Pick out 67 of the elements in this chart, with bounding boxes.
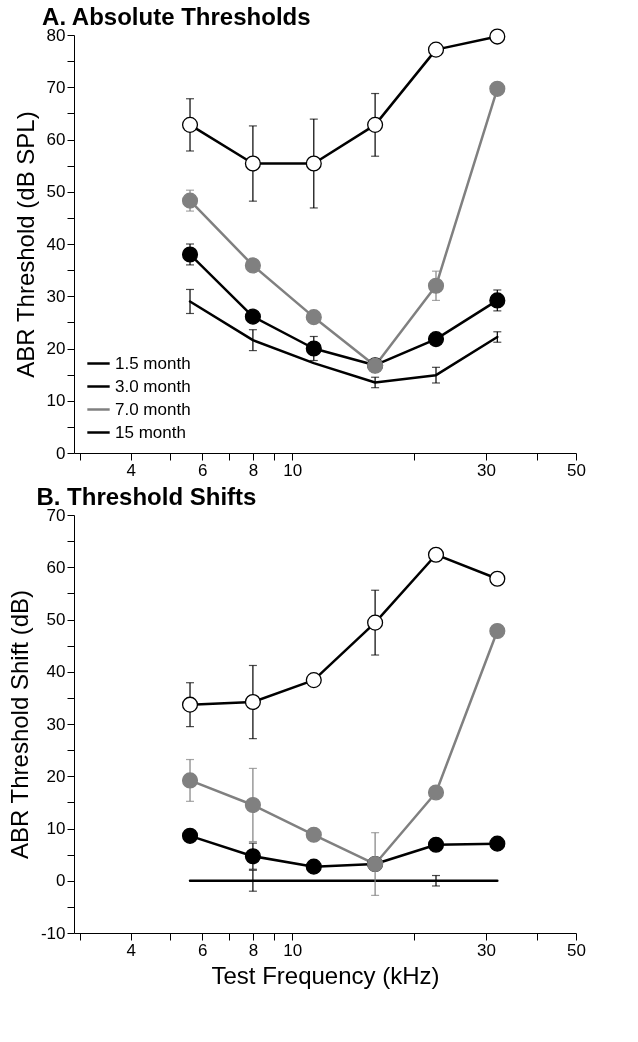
point [489,835,506,852]
y-tick-label: 20 [46,766,66,786]
point [489,80,506,97]
x-tick-label: 10 [283,460,303,480]
x-tick-label: 6 [197,940,208,960]
y-axis-title: ABR Threshold Shift (dB) [5,589,33,860]
y-tick-label: 30 [46,714,66,734]
point [181,246,199,263]
legend-label: 1.5 month [115,353,191,373]
point [181,116,199,133]
point [305,858,322,875]
point [305,309,322,326]
point [367,116,384,133]
y-tick-label: 40 [46,234,66,254]
y-tick-label: 50 [46,182,66,202]
x-tick-label: 6 [197,460,208,480]
y-tick-label: 20 [46,339,66,358]
y-tick-label: 50 [46,610,66,629]
legend-label: 15 month [115,422,186,442]
y-tick-label: 30 [46,286,66,306]
point [427,784,445,801]
point [305,340,322,357]
y-tick-label: 0 [56,871,66,891]
point [181,827,199,844]
point [244,848,261,865]
point [181,772,199,789]
y-tick-label: 10 [46,391,66,411]
y-tick-label: 60 [46,557,66,577]
legend-label: 3.0 month [115,376,191,396]
point [489,622,506,640]
point [427,331,445,348]
x-tick-label: 50 [567,460,586,480]
point [489,292,506,309]
x-tick-label: 50 [567,940,586,960]
x-tick-label: 8 [248,460,259,480]
point [427,546,445,563]
x-tick-label: 4 [126,460,136,480]
point [305,826,322,843]
point [305,155,322,172]
y-tick-label: 10 [46,819,66,838]
point [244,257,261,274]
x-tick-label: 30 [476,940,496,960]
point [244,694,261,711]
y-tick-label: -10 [40,923,66,943]
point [489,570,506,587]
point [427,836,445,853]
y-tick-label: 60 [46,130,66,149]
legend-label: 7.0 month [115,399,191,419]
point [305,672,322,689]
x-axis-title: Test Frequency (kHz) [211,961,440,989]
point [244,796,261,814]
point [181,696,199,713]
y-tick-label: 70 [46,77,66,97]
point [244,155,261,172]
x-tick-label: 10 [283,940,303,960]
point [181,192,199,209]
point [489,28,506,45]
point [244,308,261,325]
point [427,41,445,58]
point [367,614,384,631]
x-tick-label: 4 [126,940,136,960]
y-tick-label: 40 [46,662,66,682]
point [427,277,445,294]
y-axis-title: ABR Threshold (dB SPL) [11,111,39,378]
x-tick-label: 8 [248,940,259,960]
y-tick-label: 0 [56,443,66,463]
x-tick-label: 30 [476,460,496,480]
